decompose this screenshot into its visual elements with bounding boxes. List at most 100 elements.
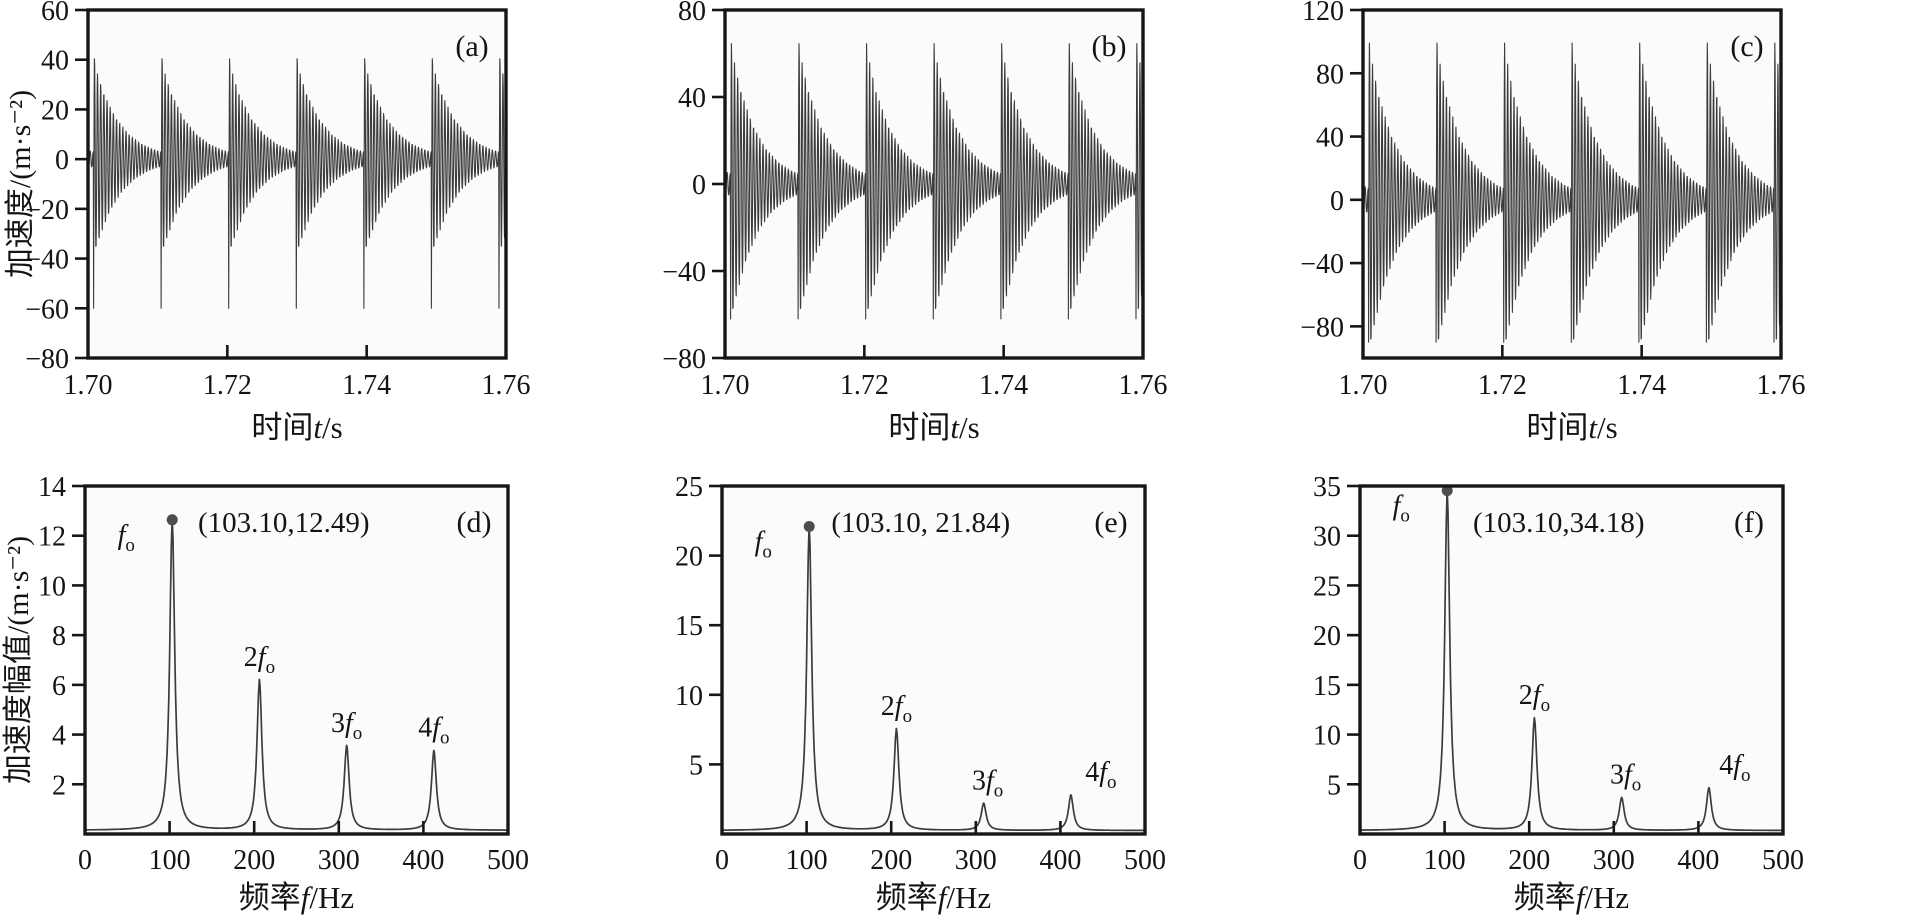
panel-a-time-waveform: 60 40 20 0 −20 −40 −60 −80 1.70 1.72 1.74 1.76 时间t/s… [0, 0, 637, 460]
axes-frame [83, 484, 510, 836]
x-axis-title: 频率f/Hz [239, 880, 354, 915]
waveform-curve [87, 58, 507, 309]
x-tick-label: 400 [1677, 845, 1719, 876]
y-tick-label: 20 [1313, 621, 1341, 652]
panel-e-spectrum: fo 2fo 3fo 4fo (103.10, 21.84) 5 10 15 20 25 0 100 2… [637, 460, 1275, 921]
y-tick-label: 40 [678, 83, 706, 114]
peak-label-4f_o: 4fo [1719, 750, 1750, 786]
x-axis-title: 频率f/Hz [876, 880, 991, 915]
x-tick-label: 500 [487, 845, 529, 876]
spectrum-curve [721, 525, 1146, 832]
chart-e: fo 2fo 3fo 4fo (103.10, 21.84) 5 10 15 20 25 0 100 2… [675, 472, 1166, 915]
x-tick-label: 1.72 [840, 370, 889, 401]
y-tick-label: 30 [1313, 522, 1341, 553]
x-tick-label: 100 [1424, 845, 1466, 876]
peak-label-4f_o: 4fo [1085, 757, 1116, 793]
y-tick-label: 80 [678, 0, 706, 27]
x-tick-label: 1.74 [979, 370, 1028, 401]
x-tick-label: 1.70 [64, 370, 113, 401]
x-tick-label: 300 [955, 845, 997, 876]
y-tick-label: 5 [689, 750, 703, 781]
y-tick-label: 0 [692, 170, 706, 201]
peak-label-2f_o: 2fo [1519, 680, 1550, 716]
x-tick-label: 1.76 [1119, 370, 1168, 401]
y-tick-label: −40 [25, 245, 69, 276]
y-tick-label: 120 [1302, 0, 1344, 27]
spectrum-curve [1359, 489, 1784, 832]
x-tick-label: 300 [1593, 845, 1635, 876]
x-tick-label: 0 [1353, 845, 1367, 876]
x-axis-title: 时间t/s [1526, 410, 1617, 445]
y-tick-label: −40 [1300, 249, 1344, 280]
x-tick-label: 1.76 [1757, 370, 1806, 401]
axes-frame [86, 8, 508, 360]
axes-frame [1358, 484, 1785, 836]
y-axis-title: 加速度/(m·s⁻²) [4, 90, 37, 278]
y-tick-label: 6 [52, 671, 66, 702]
y-tick-label: −80 [25, 344, 69, 375]
panel-letter-label: (b) [1092, 30, 1127, 63]
x-axis-title: 时间t/s [888, 410, 979, 445]
panel-letter-label: (d) [457, 506, 492, 539]
peak-label-4f_o: 4fo [418, 713, 449, 749]
y-tick-label: 40 [1316, 123, 1344, 154]
peak-label-f_o: fo [1393, 491, 1410, 527]
y-tick-label: 20 [41, 95, 69, 126]
y-tick-label: 2 [52, 770, 66, 801]
panel-letter-label: (c) [1730, 30, 1763, 63]
peak-coordinate-annotation: (103.10,12.49) [198, 507, 370, 539]
y-tick-label: 0 [55, 145, 69, 176]
panel-c-time-waveform: 120 80 40 0 −40 −80 1.70 1.72 1.74 1.76 时间t/s (c) [1275, 0, 1913, 460]
chart-f: fo 2fo 3fo 4fo (103.10,34.18) 5 10 15 20 25 30 35 0 1… [1313, 472, 1804, 915]
chart-b: 80 40 0 −40 −801.70 1.72 1.74 1.76 时间t/s (b) [662, 0, 1168, 445]
panel-letter-label: (a) [455, 30, 488, 63]
x-tick-label: 400 [1039, 845, 1081, 876]
peak-marker-dot [1441, 485, 1453, 497]
y-tick-label: 60 [41, 0, 69, 27]
plot-area [1360, 486, 1783, 834]
y-tick-label: 4 [52, 721, 66, 752]
y-axis-title: 加速度幅值/(m·s⁻²) [2, 536, 35, 784]
y-tick-label: 40 [41, 46, 69, 77]
y-tick-label: −80 [1300, 312, 1344, 343]
waveform-curve [1362, 42, 1782, 343]
x-tick-label: 400 [402, 845, 444, 876]
x-axis-title: 时间t/s [251, 410, 342, 445]
x-tick-label: 1.74 [342, 370, 391, 401]
y-tick-label: −60 [25, 294, 69, 325]
panel-b-time-waveform: 80 40 0 −40 −80 1.70 1.72 1.74 1.76 时间t/s (b) [637, 0, 1275, 460]
plot-area [722, 486, 1145, 834]
peak-marker-dot [803, 521, 815, 533]
chart-d: fo 2fo 3fo 4fo (103.10,12.49) 2 4 6 8 10 12 14 0 100 2… [2, 472, 529, 915]
y-tick-label: 25 [675, 472, 703, 503]
spectrum-curve [84, 518, 509, 831]
x-tick-label: 100 [786, 845, 828, 876]
x-tick-label: 200 [870, 845, 912, 876]
x-axis-title: 频率f/Hz [1514, 880, 1629, 915]
x-tick-label: 100 [149, 845, 191, 876]
x-tick-label: 1.70 [701, 370, 750, 401]
y-tick-label: 10 [1313, 721, 1341, 752]
peak-marker-dot [166, 514, 178, 526]
y-tick-label: −40 [662, 257, 706, 288]
y-tick-label: 5 [1327, 770, 1341, 801]
y-tick-label: 10 [675, 681, 703, 712]
y-tick-label: −20 [25, 195, 69, 226]
x-tick-label: 0 [715, 845, 729, 876]
y-tick-label: 10 [38, 571, 66, 602]
panel-letter-label: (f) [1734, 506, 1764, 539]
peak-coordinate-annotation: (103.10,34.18) [1473, 507, 1645, 539]
y-tick-label: 12 [38, 522, 66, 553]
y-tick-label: 35 [1313, 472, 1341, 503]
y-tick-label: 0 [1330, 186, 1344, 217]
axes-frame [720, 484, 1147, 836]
x-tick-label: 300 [318, 845, 360, 876]
peak-label-3f_o: 3fo [331, 708, 362, 744]
peak-label-2f_o: 2fo [244, 642, 275, 678]
panel-f-spectrum: fo 2fo 3fo 4fo (103.10,34.18) 5 10 15 20 25 30 35 0 1… [1275, 460, 1913, 921]
y-tick-label: 15 [675, 611, 703, 642]
x-tick-label: 0 [78, 845, 92, 876]
y-tick-label: −80 [662, 344, 706, 375]
y-tick-label: 15 [1313, 671, 1341, 702]
